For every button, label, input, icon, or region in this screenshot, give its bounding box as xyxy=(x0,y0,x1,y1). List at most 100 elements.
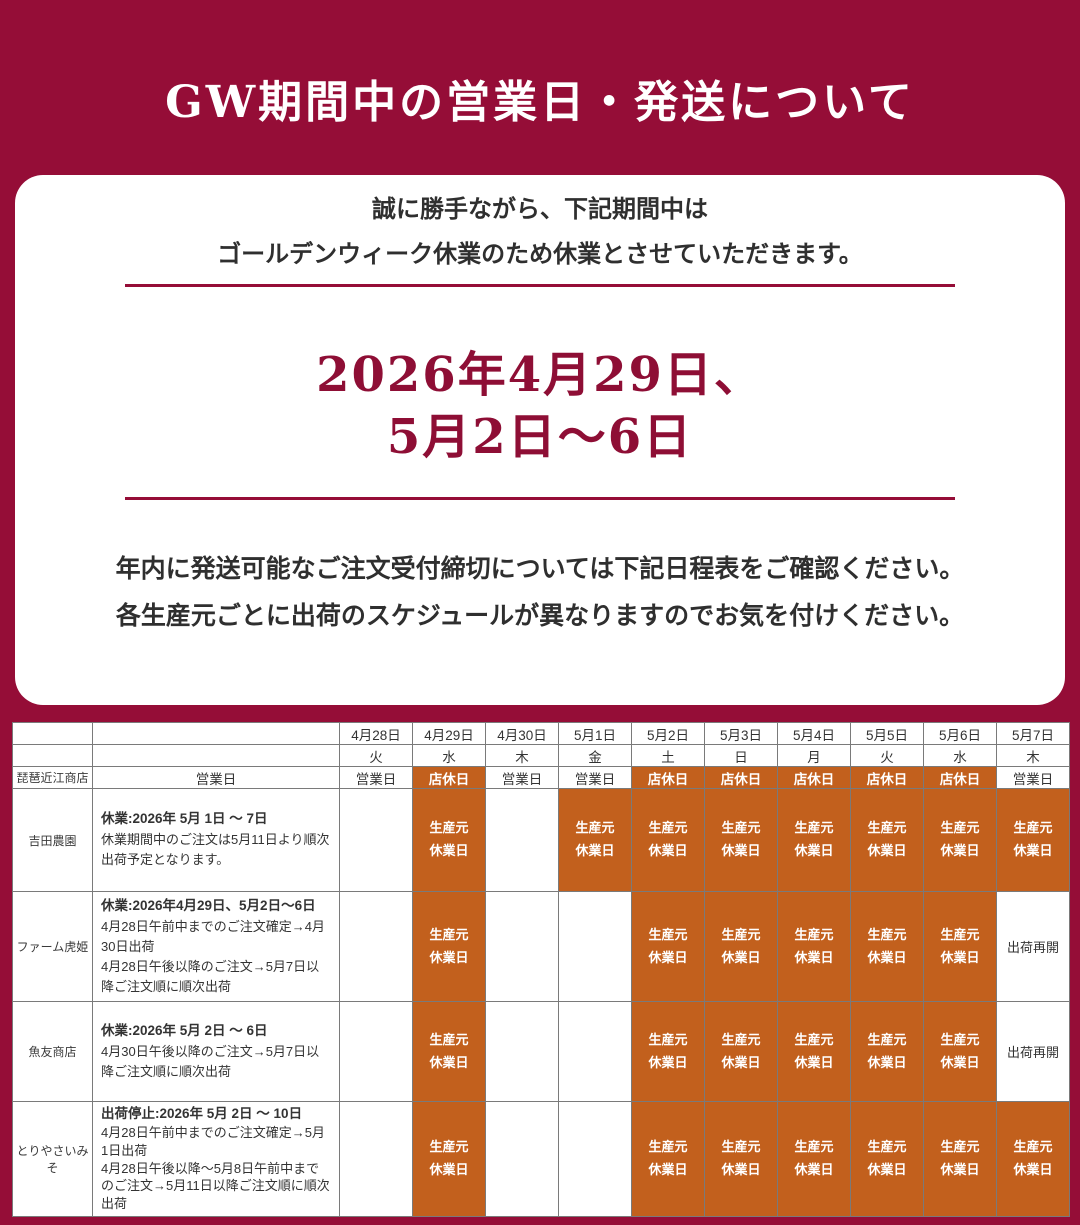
date-header: 4月30日 xyxy=(485,722,559,745)
date-header: 4月29日 xyxy=(412,722,486,745)
holiday-label-line: 休業日 xyxy=(648,1054,688,1070)
holiday-label-line: 休業日 xyxy=(721,949,761,965)
notice-intro-line-1: 誠に勝手ながら、下記期間中は xyxy=(372,196,708,223)
header-spacer xyxy=(92,722,340,745)
holiday-label-line: 休業日 xyxy=(794,949,834,965)
closure-period-line-2: 5月2日〜6日 xyxy=(386,409,694,465)
closure-period-line-1: 2026年4月29日、 xyxy=(316,347,764,403)
status-cell-holiday: 生産元 休業日 xyxy=(996,788,1070,892)
holiday-label-line: 休業日 xyxy=(575,843,615,858)
holiday-label-line: 生産元 xyxy=(794,1031,834,1047)
day-header: 木 xyxy=(996,744,1070,767)
holiday-label-line: 生産元 xyxy=(648,1031,688,1047)
header-spacer xyxy=(12,722,93,745)
holiday-label-line: 生産元 xyxy=(429,820,469,836)
status-cell-holiday: 生産元 休業日 xyxy=(412,891,486,1002)
day-header: 木 xyxy=(485,744,559,767)
holiday-label-line: 休業日 xyxy=(940,843,980,858)
status-cell-holiday: 生産元 休業日 xyxy=(923,1001,997,1102)
holiday-label-line: 休業日 xyxy=(867,1054,907,1070)
holiday-label-line: 休業日 xyxy=(794,1054,834,1070)
status-cell-holiday: 生産元 休業日 xyxy=(850,1001,924,1102)
status-cell-blank xyxy=(339,891,413,1002)
closure-period: 2026年4月29日、 5月2日〜6日 xyxy=(15,344,1065,468)
day-header: 水 xyxy=(412,744,486,767)
status-cell-holiday: 生産元 休業日 xyxy=(412,1100,486,1218)
note-line: 4月28日午前中までのご注文確定→5月1日出荷 xyxy=(101,1124,325,1158)
note-title: 休業:2026年4月29日、5月2日〜6日 xyxy=(101,897,316,913)
holiday-label-line: 休業日 xyxy=(721,1054,761,1070)
status-cell-holiday: 生産元 休業日 xyxy=(631,788,705,892)
holiday-label-line: 生産元 xyxy=(867,1139,907,1155)
holiday-label-line: 生産元 xyxy=(1013,1139,1053,1155)
holiday-label-line: 休業日 xyxy=(429,1162,469,1178)
holiday-label-line: 生産元 xyxy=(794,926,834,942)
status-cell-holiday: 生産元 休業日 xyxy=(923,788,997,892)
producer-row: 魚友商店 休業:2026年 5月 2日 〜 6日 4月30日午後以降のご注文→5月7… xyxy=(12,1001,1070,1102)
holiday-label-line: 生産元 xyxy=(1013,820,1053,836)
store-name: 琵琶近江商店 xyxy=(12,766,93,789)
holiday-label-line: 休業日 xyxy=(1013,843,1053,858)
note-line: 4月28日午後以降のご注文→5月7日以降ご注文順に順次出荷 xyxy=(101,958,320,995)
producer-name: 吉田農園 xyxy=(12,788,93,892)
status-cell-open: 営業日 xyxy=(485,766,559,789)
holiday-label-line: 休業日 xyxy=(867,1162,907,1178)
date-header: 5月3日 xyxy=(704,722,778,745)
status-cell-holiday: 生産元 休業日 xyxy=(704,1100,778,1218)
holiday-label-line: 休業日 xyxy=(1013,1162,1053,1178)
status-cell-resume: 出荷再開 xyxy=(996,1001,1070,1102)
status-cell-blank xyxy=(339,1100,413,1218)
schedule-table-header: 4月28日 4月29日 4月30日 5月1日 5月2日 5月3日 5月4日 5月5日 5月6日 5… xyxy=(12,722,1070,767)
holiday-label-line: 休業日 xyxy=(648,843,688,858)
status-cell-closed: 店休日 xyxy=(704,766,778,789)
status-cell-holiday: 生産元 休業日 xyxy=(850,1100,924,1218)
status-cell-holiday: 生産元 休業日 xyxy=(412,1001,486,1102)
status-cell-holiday: 生産元 休業日 xyxy=(704,1001,778,1102)
status-cell-blank xyxy=(485,1001,559,1102)
holiday-label-line: 休業日 xyxy=(867,843,907,858)
status-cell-holiday: 生産元 休業日 xyxy=(777,1100,851,1218)
day-header: 金 xyxy=(558,744,632,767)
status-cell-blank xyxy=(558,1100,632,1218)
day-header: 月 xyxy=(777,744,851,767)
producer-row: 吉田農園 休業:2026年 5月 1日 〜 7日 休業期間中のご注文は5月11日より… xyxy=(12,788,1070,892)
note-title: 休業:2026年 5月 1日 〜 7日 xyxy=(101,811,268,827)
status-cell-holiday: 生産元 休業日 xyxy=(996,1100,1070,1218)
producer-row: とりやさいみそ 出荷停止:2026年 5月 2日 〜 10日 4月28日午前中までの… xyxy=(12,1100,1070,1218)
holiday-label-line: 休業日 xyxy=(429,949,469,965)
holiday-label-line: 休業日 xyxy=(794,1162,834,1178)
status-cell-holiday: 生産元 休業日 xyxy=(777,788,851,892)
holiday-label-line: 生産元 xyxy=(867,926,907,942)
note-title: 出荷停止:2026年 5月 2日 〜 10日 xyxy=(101,1106,303,1121)
page-title: GW期間中の営業日・発送について xyxy=(165,77,915,128)
header-spacer xyxy=(12,744,93,767)
date-header: 5月5日 xyxy=(850,722,924,745)
producer-row: ファーム虎姫 休業:2026年4月29日、5月2日〜6日 4月28日午前中までのご注… xyxy=(12,891,1070,1002)
holiday-label-line: 休業日 xyxy=(648,1162,688,1178)
status-cell-resume: 出荷再開 xyxy=(996,891,1070,1002)
holiday-label-line: 生産元 xyxy=(867,1031,907,1047)
status-cell-closed: 店休日 xyxy=(923,766,997,789)
producer-schedule-note: 休業:2026年 5月 2日 〜 6日 4月30日午後以降のご注文→5月7日以降ご… xyxy=(92,1001,340,1102)
status-cell-blank xyxy=(485,788,559,892)
day-header: 日 xyxy=(704,744,778,767)
holiday-label-line: 休業日 xyxy=(940,1162,980,1178)
divider xyxy=(125,284,955,287)
producer-name: 魚友商店 xyxy=(12,1001,93,1102)
status-cell-holiday: 生産元 休業日 xyxy=(631,1100,705,1218)
day-header: 土 xyxy=(631,744,705,767)
notice-intro-line-2: ゴールデンウィーク休業のため休業とさせていただきます。 xyxy=(217,241,863,268)
holiday-label-line: 生産元 xyxy=(721,1031,761,1047)
status-cell-holiday: 生産元 休業日 xyxy=(850,788,924,892)
status-cell-holiday: 生産元 休業日 xyxy=(850,891,924,1002)
holiday-label-line: 生産元 xyxy=(721,820,761,836)
note-line: 4月28日午後以降〜5月8日午前中までのご注文→5月11日以降ご注文順に順次出荷 xyxy=(101,1160,330,1212)
schedule-table-body: 琵琶近江商店 営業日 営業日 店休日 営業日 営業日 店休日 店休日 店休日 店休日 店休日 営業日吉… xyxy=(12,766,1070,1218)
notice-card: 誠に勝手ながら、下記期間中は ゴールデンウィーク休業のため休業とさせていただきま… xyxy=(15,175,1065,705)
status-cell-open: 営業日 xyxy=(339,766,413,789)
date-header: 5月7日 xyxy=(996,722,1070,745)
holiday-label-line: 休業日 xyxy=(940,949,980,965)
date-header: 5月4日 xyxy=(777,722,851,745)
holiday-label-line: 生産元 xyxy=(867,820,907,836)
holiday-label-line: 生産元 xyxy=(794,820,834,836)
